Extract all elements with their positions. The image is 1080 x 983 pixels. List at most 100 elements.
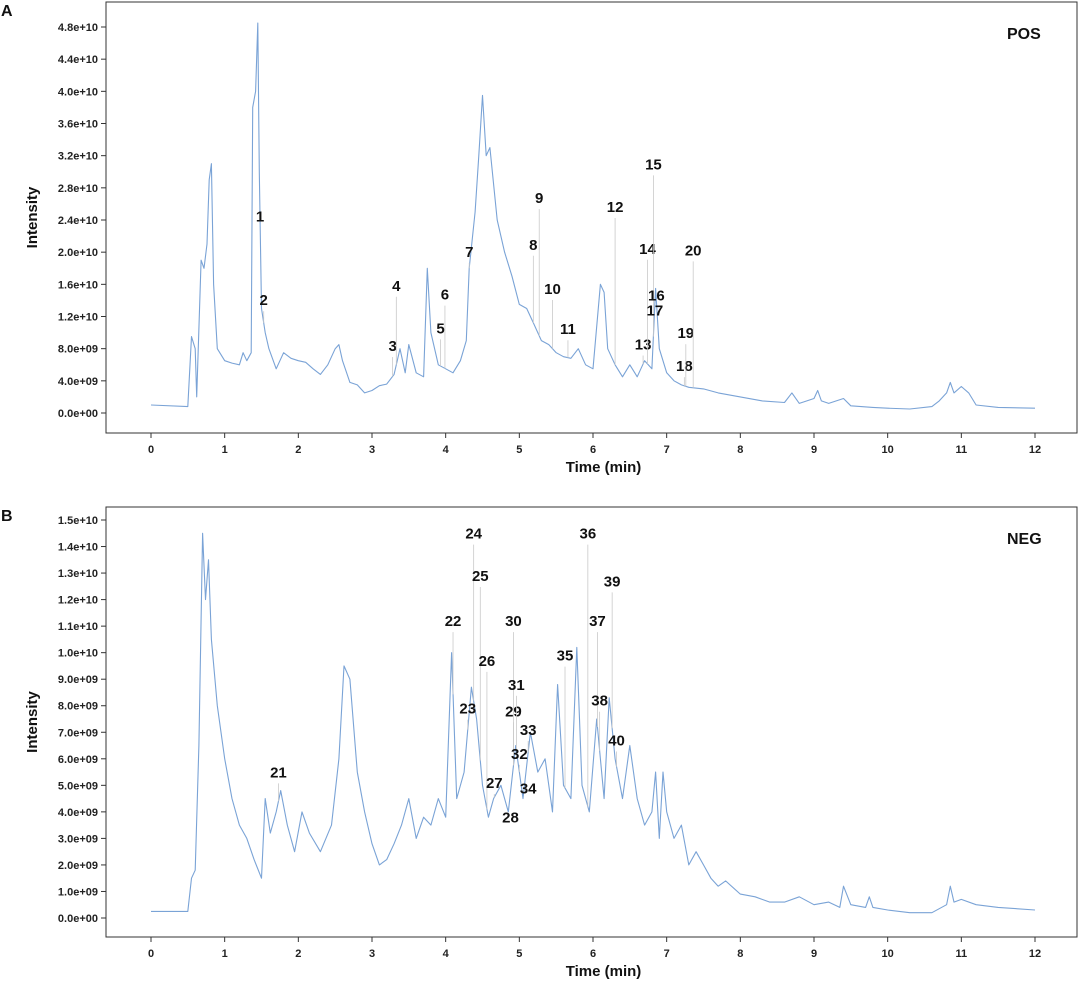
peak-label: 18 (676, 358, 693, 375)
panel-letter: B (1, 508, 13, 525)
peak-label: 10 (544, 281, 561, 298)
peak-label: 34 (520, 780, 537, 797)
peak-label: 9 (535, 190, 543, 207)
x-tick-label: 10 (882, 444, 894, 456)
y-tick-label: 3.0e+09 (58, 833, 98, 845)
peak-label: 25 (472, 568, 489, 585)
panel-b-negative-mode: B NEG 0.0e+00 1.0e+09 2.0e+09 3.0e+09 4.0e+09 5… (1, 506, 1078, 980)
x-tick-label: 5 (516, 948, 522, 960)
x-tick-label: 4 (443, 444, 450, 456)
y-tick-label: 5.0e+09 (58, 780, 98, 792)
x-tick-label: 0 (148, 948, 154, 960)
peak-label: 14 (639, 241, 656, 258)
peak-label: 38 (591, 693, 608, 710)
x-tick-label: 3 (369, 444, 375, 456)
peak-label: 4 (392, 278, 401, 295)
y-tick-label: 1.5e+10 (58, 515, 98, 527)
peak-label: 16 (648, 287, 665, 304)
y-tick-label: 6.0e+09 (58, 754, 98, 766)
y-tick-label: 4.0e+10 (58, 86, 98, 98)
x-tick-label: 0 (148, 444, 154, 456)
ionization-mode-label: POS (1007, 26, 1041, 43)
y-tick-label: 9.0e+09 (58, 674, 98, 686)
y-tick-label: 1.2e+10 (58, 595, 98, 607)
peak-label: 19 (677, 325, 694, 342)
y-tick-label: 3.6e+10 (58, 119, 98, 131)
peak-label: 13 (635, 336, 652, 353)
peak-label: 6 (441, 287, 449, 304)
x-tick-label: 4 (443, 948, 450, 960)
x-tick-label: 10 (882, 948, 894, 960)
peak-label: 27 (486, 775, 503, 792)
chromatogram-trace (151, 532, 1036, 914)
x-tick-label: 8 (737, 948, 743, 960)
peak-label: 24 (465, 526, 482, 543)
y-tick-label: 4.8e+10 (58, 22, 98, 34)
peak-label: 1 (256, 209, 264, 226)
plot-frame (105, 506, 1078, 938)
peak-label: 17 (647, 303, 664, 320)
y-tick-label: 8.0e+09 (58, 344, 98, 356)
x-tick-label: 6 (590, 444, 596, 456)
x-tick-label: 6 (590, 948, 596, 960)
peak-label: 20 (685, 242, 702, 259)
x-tick-label: 11 (956, 948, 968, 960)
peak-label: 32 (511, 746, 528, 763)
peak-label: 15 (645, 156, 662, 173)
y-tick-label: 2.0e+09 (58, 860, 98, 872)
panel-letter: A (1, 3, 13, 20)
peak-label: 23 (459, 701, 476, 718)
y-tick-label: 1.4e+10 (58, 542, 98, 554)
peak-label: 2 (260, 292, 268, 309)
peak-label: 7 (465, 244, 473, 261)
peak-label: 26 (479, 653, 496, 670)
y-tick-label: 1.2e+10 (58, 312, 98, 324)
y-tick-label: 2.4e+10 (58, 215, 98, 227)
x-tick-label: 5 (516, 444, 522, 456)
x-tick-label: 2 (295, 444, 301, 456)
peak-label: 30 (505, 613, 522, 630)
x-axis-title: Time (min) (566, 459, 642, 476)
peak-label: 12 (607, 199, 624, 216)
y-axis-title: Intensity (24, 691, 41, 753)
peak-label: 11 (560, 321, 576, 338)
y-tick-label: 4.0e+09 (58, 807, 98, 819)
y-tick-label: 1.0e+09 (58, 886, 98, 898)
y-tick-label: 7.0e+09 (58, 727, 98, 739)
x-tick-label: 3 (369, 948, 375, 960)
peak-label: 40 (608, 733, 625, 750)
y-tick-label: 0.0e+00 (58, 913, 98, 925)
x-tick-label: 1 (222, 444, 228, 456)
y-tick-label: 2.8e+10 (58, 183, 98, 195)
y-tick-label: 2.0e+10 (58, 247, 98, 259)
x-tick-label: 11 (956, 444, 968, 456)
x-tick-label: 1 (222, 948, 228, 960)
ionization-mode-label: NEG (1007, 531, 1042, 548)
x-tick-label: 7 (664, 444, 670, 456)
peak-label: 36 (579, 526, 596, 543)
peak-label: 31 (508, 677, 525, 694)
y-tick-label: 1.0e+10 (58, 648, 98, 660)
peak-label: 8 (529, 237, 537, 254)
chromatogram-trace (150, 22, 1036, 410)
x-axis-title: Time (min) (566, 963, 642, 980)
x-tick-label: 7 (664, 948, 670, 960)
y-tick-label: 4.0e+09 (58, 376, 98, 388)
peak-label: 22 (445, 613, 462, 630)
y-tick-label: 1.6e+10 (58, 279, 98, 291)
y-tick-label: 1.1e+10 (58, 621, 98, 633)
y-tick-label: 4.4e+10 (58, 54, 98, 66)
x-tick-label: 2 (295, 948, 301, 960)
x-tick-label: 9 (811, 948, 817, 960)
x-tick-label: 9 (811, 444, 817, 456)
peak-label: 5 (436, 320, 444, 337)
peak-label: 21 (270, 764, 287, 781)
peak-label: 37 (589, 613, 606, 630)
peak-label: 35 (557, 648, 574, 665)
peak-label: 33 (520, 722, 537, 739)
y-tick-label: 8.0e+09 (58, 701, 98, 713)
plot-frame (105, 1, 1078, 434)
y-tick-label: 3.2e+10 (58, 151, 98, 163)
peak-label: 28 (502, 809, 519, 826)
